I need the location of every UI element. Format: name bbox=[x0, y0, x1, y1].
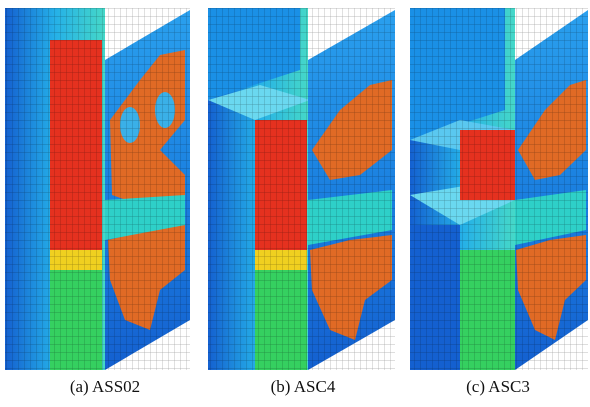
panel-a bbox=[5, 8, 190, 370]
panel-b bbox=[208, 8, 395, 370]
caption: (b) ASC4 bbox=[271, 377, 336, 396]
caption: (c) ASC3 bbox=[466, 377, 530, 396]
caption: (a) ASS02 bbox=[70, 377, 140, 396]
panel-c bbox=[410, 8, 588, 370]
